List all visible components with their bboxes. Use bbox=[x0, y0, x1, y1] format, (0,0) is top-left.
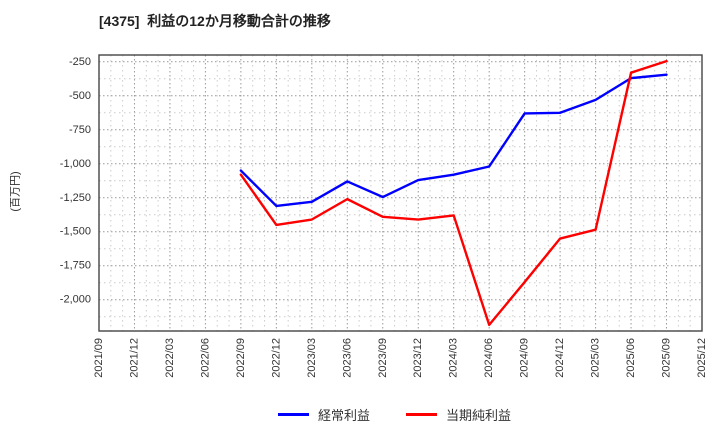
y-tick-label: -1,000 bbox=[60, 158, 91, 170]
x-tick-label: 2024/09 bbox=[519, 338, 531, 378]
ordinary-profit-legend-label: 経常利益 bbox=[318, 407, 371, 423]
y-tick-label: -500 bbox=[69, 90, 91, 102]
x-tick-label: 2024/06 bbox=[483, 338, 495, 378]
plot-border bbox=[98, 54, 703, 332]
y-tick-label: -1,500 bbox=[60, 226, 91, 238]
x-tick-label: 2023/06 bbox=[341, 338, 353, 378]
y-tick-label: -2,000 bbox=[60, 294, 91, 306]
y-tick-label: -750 bbox=[69, 124, 91, 136]
chart-legend: 経常利益 当期純利益 bbox=[278, 405, 511, 423]
x-tick-label: 2024/12 bbox=[554, 338, 566, 378]
net-profit-line-swatch bbox=[406, 412, 438, 416]
x-tick-label: 2024/03 bbox=[448, 338, 460, 378]
x-tick-label: 2021/12 bbox=[128, 338, 140, 378]
net-profit-legend-label: 当期純利益 bbox=[446, 407, 512, 423]
x-tick-label: 2025/09 bbox=[661, 338, 673, 378]
x-tick-label: 2022/06 bbox=[199, 338, 211, 378]
x-tick-label: 2021/09 bbox=[93, 338, 105, 378]
y-tick-label: -1,750 bbox=[60, 260, 91, 272]
legend-item-ordinary-profit: 経常利益 bbox=[278, 405, 370, 424]
x-tick-label: 2022/03 bbox=[164, 338, 176, 378]
x-tick-label: 2023/12 bbox=[412, 338, 424, 378]
ordinary-profit-series-line bbox=[239, 73, 668, 208]
y-tick-label: -250 bbox=[69, 56, 91, 68]
y-tick-label: -1,250 bbox=[60, 192, 91, 204]
ordinary-profit-line-swatch bbox=[278, 412, 309, 416]
x-tick-label: 2022/12 bbox=[270, 338, 282, 378]
x-tick-label: 2025/12 bbox=[696, 338, 708, 378]
x-tick-label: 2023/03 bbox=[306, 338, 318, 378]
net-profit-series-line bbox=[239, 59, 668, 327]
y-axis-unit-label: (百万円) bbox=[9, 171, 22, 212]
x-tick-label: 2025/06 bbox=[625, 338, 637, 378]
x-tick-label: 2025/03 bbox=[590, 338, 602, 378]
x-tick-label: 2022/09 bbox=[235, 338, 247, 378]
x-tick-label: 2023/09 bbox=[377, 338, 389, 378]
page-title: [4375] 利益の12か月移動合計の推移 bbox=[99, 13, 331, 29]
legend-item-net-profit: 当期純利益 bbox=[406, 405, 511, 424]
